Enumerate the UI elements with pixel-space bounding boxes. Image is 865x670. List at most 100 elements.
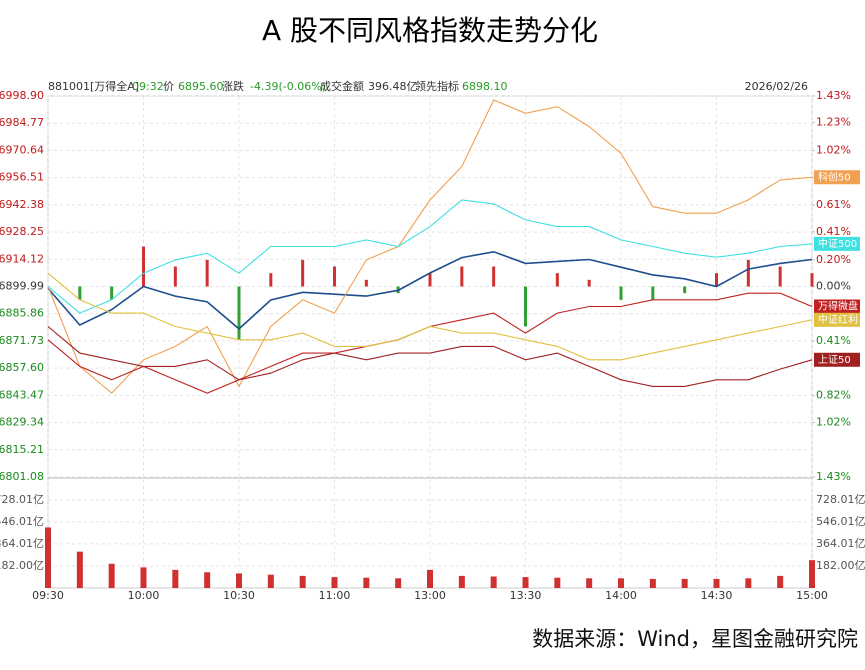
volume-tick-label: 546.01亿 bbox=[0, 515, 44, 528]
header-value: 6895.60 bbox=[178, 80, 224, 93]
header-label: 领先指标 bbox=[415, 79, 459, 93]
x-tick-label: 13:00 bbox=[414, 589, 446, 602]
lead-bar bbox=[428, 273, 432, 287]
y2-tick-label: 0.20% bbox=[816, 253, 851, 266]
volume-bar bbox=[236, 573, 242, 588]
lead-bar bbox=[778, 266, 782, 287]
header-label: 价 bbox=[163, 80, 174, 93]
y-tick-label: 6871.73 bbox=[0, 334, 44, 347]
y2-tick-label: 0.41% bbox=[816, 225, 851, 238]
volume-bar bbox=[204, 572, 211, 588]
y-tick-label: 6914.12 bbox=[0, 252, 44, 265]
volume-bar bbox=[809, 560, 815, 588]
x-tick-label: 15:00 bbox=[796, 589, 828, 602]
volume-tick-label: 728.01亿 bbox=[0, 493, 44, 506]
volume-bar bbox=[395, 578, 402, 588]
y-tick-label: 6829.34 bbox=[0, 416, 44, 429]
lead-bar bbox=[205, 259, 209, 287]
x-tick-label: 14:30 bbox=[701, 589, 733, 602]
series-line bbox=[47, 250, 813, 330]
header-value: 6898.10 bbox=[462, 80, 508, 93]
x-tick-label: 13:30 bbox=[510, 589, 542, 602]
volume-bar bbox=[299, 575, 306, 588]
y-tick-label: 6801.08 bbox=[0, 470, 44, 483]
lead-bar bbox=[110, 286, 114, 300]
legend-label: 万得微盘 bbox=[818, 299, 858, 312]
volume-bar bbox=[76, 551, 83, 588]
header-label: 成交金额 bbox=[320, 79, 364, 93]
volume-bar bbox=[108, 563, 115, 588]
chart-title: A 股不同风格指数走势分化 bbox=[262, 14, 598, 47]
volume-bar bbox=[586, 578, 593, 588]
legend-swatch bbox=[814, 299, 860, 314]
lead-bar bbox=[492, 266, 496, 287]
legend-label: 中证红利 bbox=[818, 313, 858, 326]
series-line bbox=[47, 99, 813, 394]
volume-bar bbox=[713, 578, 720, 588]
header-value: 396.48亿 bbox=[368, 80, 418, 93]
volume-bar bbox=[363, 577, 370, 588]
lead-bar bbox=[555, 273, 559, 287]
lead-bar bbox=[333, 266, 336, 287]
header: 881001[万得全A] 09:32 价 6895.60 涨跌 -4.39(-0… bbox=[48, 79, 808, 93]
x-tick-label: 09:30 bbox=[32, 589, 64, 602]
lead-bar bbox=[364, 279, 368, 287]
y-tick-label: 6942.38 bbox=[0, 198, 44, 211]
volume-tick-label: 364.01亿 bbox=[0, 537, 44, 550]
lead-bar bbox=[619, 286, 623, 300]
lead-bar bbox=[651, 286, 655, 300]
x-tick-label: 10:00 bbox=[128, 589, 160, 602]
lead-bar bbox=[237, 286, 241, 340]
legend-swatch bbox=[814, 236, 860, 251]
header-value: -4.39(-0.06%) bbox=[250, 80, 326, 93]
y-tick-label: 6956.51 bbox=[0, 171, 44, 184]
y-tick-label: 6998.90 bbox=[0, 89, 44, 102]
volume-bar bbox=[267, 574, 274, 588]
legend-swatch bbox=[814, 170, 860, 185]
lead-bar bbox=[683, 286, 687, 294]
volume-tick-label: 364.01亿 bbox=[816, 537, 865, 550]
y2-tick-label: 1.43% bbox=[816, 89, 851, 102]
volume-bar bbox=[522, 577, 529, 588]
volume-bar bbox=[554, 577, 561, 588]
y2-tick-label: 1.02% bbox=[816, 415, 851, 428]
y2-tick-label: 0.00% bbox=[816, 280, 851, 293]
y2-tick-label: 0.61% bbox=[816, 198, 851, 211]
volume-bar bbox=[618, 578, 624, 588]
lead-bar bbox=[715, 273, 718, 287]
y-tick-label: 6970.64 bbox=[0, 143, 44, 156]
series-line bbox=[47, 326, 813, 387]
y2-tick-label: 0.41% bbox=[816, 334, 851, 347]
lead-bar bbox=[269, 273, 273, 287]
lead-bar bbox=[746, 259, 750, 287]
lead-bar bbox=[524, 286, 527, 327]
y-tick-label: 6899.99 bbox=[0, 280, 44, 293]
y2-tick-label: 0.82% bbox=[816, 389, 851, 402]
y-tick-label: 6815.21 bbox=[0, 443, 44, 456]
volume-tick-label: 182.00亿 bbox=[0, 559, 44, 572]
header-label: 涨跌 bbox=[222, 79, 244, 93]
volume-bar bbox=[45, 527, 51, 588]
volume-tick-label: 182.00亿 bbox=[816, 559, 865, 572]
volume-tick-label: 728.01亿 bbox=[816, 493, 865, 506]
volume-bar bbox=[681, 578, 688, 588]
x-tick-label: 10:30 bbox=[223, 589, 255, 602]
header-time: 09:32 bbox=[132, 80, 164, 93]
legend-label: 上证50 bbox=[818, 354, 851, 366]
legend-label: 科创50 bbox=[818, 170, 851, 183]
lead-bar bbox=[78, 286, 82, 300]
volume-bar bbox=[172, 569, 179, 588]
lead-bar bbox=[173, 266, 177, 287]
lead-bar bbox=[301, 259, 305, 287]
legend-swatch bbox=[814, 312, 860, 327]
x-tick-label: 11:00 bbox=[319, 589, 351, 602]
y-tick-label: 6885.86 bbox=[0, 307, 44, 320]
volume-bar bbox=[649, 578, 656, 588]
legend-label: 中证500 bbox=[818, 237, 857, 250]
y2-tick-label: 1.43% bbox=[816, 470, 851, 483]
lead-bar bbox=[142, 246, 145, 287]
x-tick-label: 14:00 bbox=[605, 589, 637, 602]
y2-tick-label: 1.23% bbox=[816, 116, 851, 129]
